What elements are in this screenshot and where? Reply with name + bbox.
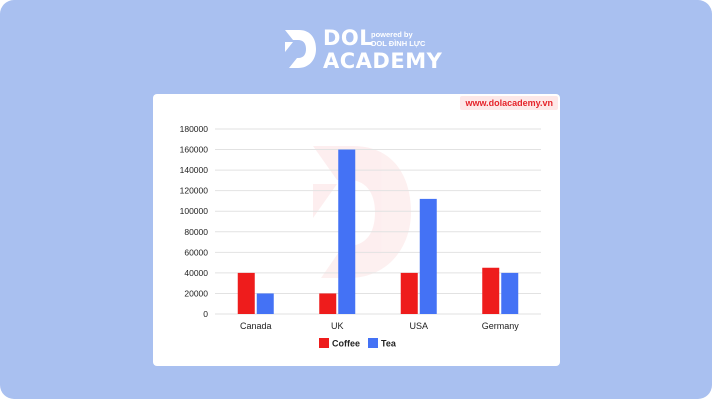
bar-coffee-canada <box>237 272 255 314</box>
bar-tea-usa <box>419 198 437 314</box>
x-tick-label: USA <box>409 321 428 331</box>
bar-tea-canada <box>256 293 274 314</box>
legend-swatch-tea <box>368 338 378 348</box>
x-tick-label: Germany <box>482 321 520 331</box>
x-tick-label: UK <box>331 321 344 331</box>
y-tick-label: 20000 <box>184 288 208 298</box>
bar-coffee-uk <box>319 293 337 314</box>
bar-coffee-usa <box>400 272 418 314</box>
y-tick-label: 100000 <box>180 206 209 216</box>
brand-academy: ACADEMY <box>323 49 443 73</box>
brand-powered-by: powered by <box>371 30 413 39</box>
legend-label-coffee: Coffee <box>332 339 360 349</box>
y-tick-label: 60000 <box>184 247 208 257</box>
brand-subtitle: DOL ĐÌNH LỰC <box>371 39 426 48</box>
y-tick-label: 0 <box>203 309 208 319</box>
chart-card: www.dolacademy.vn 0 20000 40000 60000 80000 1… <box>153 94 560 366</box>
x-tick-label: Canada <box>240 321 272 331</box>
y-tick-label: 80000 <box>184 227 208 237</box>
watermark-logo <box>313 146 411 278</box>
bar-coffee-germany <box>482 267 500 314</box>
website-badge[interactable]: www.dolacademy.vn <box>460 96 558 110</box>
y-tick-label: 140000 <box>180 165 209 175</box>
bar-tea-germany <box>501 272 519 314</box>
y-tick-label: 160000 <box>180 145 209 155</box>
dol-logo-icon <box>285 30 316 68</box>
legend-swatch-coffee <box>319 338 329 348</box>
y-tick-label: 180000 <box>180 124 209 134</box>
brand-logo: DOL powered by DOL ĐÌNH LỰC ACADEMY <box>283 26 443 74</box>
y-tick-label: 120000 <box>180 186 209 196</box>
bar-tea-uk <box>338 149 356 314</box>
legend-label-tea: Tea <box>381 339 397 349</box>
bar-chart: 0 20000 40000 60000 80000 100000 120000 140000 1… <box>180 124 541 349</box>
y-tick-label: 40000 <box>184 268 208 278</box>
brand-name: DOL <box>323 26 374 50</box>
